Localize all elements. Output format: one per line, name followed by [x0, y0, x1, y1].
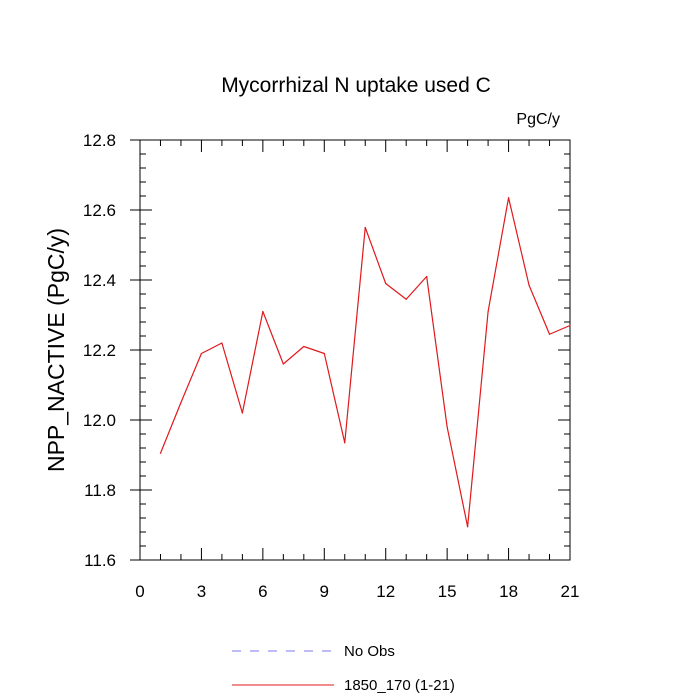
legend: No Obs 1850_170 (1-21): [232, 643, 455, 694]
data-point: [507, 197, 510, 199]
data-point: [528, 284, 530, 286]
y-tick-label: 11.6: [84, 551, 116, 570]
units-label: PgC/y: [516, 111, 560, 128]
y-tick-label: 12.4: [83, 271, 116, 290]
x-tick-label: 12: [376, 582, 395, 601]
y-tick-label: 12.2: [83, 341, 116, 360]
data-point: [323, 352, 325, 355]
data-point: [446, 426, 448, 428]
legend-label-no-obs: No Obs: [344, 643, 395, 660]
plot-frame: [139, 139, 571, 561]
x-tick-label: 6: [258, 582, 267, 601]
y-tick-label: 11.8: [84, 481, 116, 500]
data-point: [262, 310, 264, 313]
x-tick-label: 3: [197, 582, 206, 601]
data-point: [200, 352, 203, 355]
x-tick-label: 9: [320, 582, 329, 601]
data-point: [467, 526, 469, 528]
y-tick-label: 12.6: [83, 201, 116, 220]
data-point: [241, 412, 243, 414]
chart-title: Mycorrhizal N uptake used C: [221, 74, 491, 97]
data-point: [405, 298, 407, 300]
data-point: [282, 363, 284, 365]
data-point: [569, 324, 571, 327]
data-point: [487, 310, 489, 313]
y-tick-label: 12.0: [83, 411, 116, 430]
data-point: [180, 401, 182, 404]
data-point: [385, 282, 387, 285]
data-point: [426, 275, 428, 278]
data-point: [344, 442, 346, 444]
series-line-1850-170: [159, 197, 571, 528]
x-tick-label: 0: [135, 582, 144, 601]
legend-label-1850-170: 1850_170 (1-21): [344, 677, 455, 694]
x-tick-label: 15: [438, 582, 457, 601]
x-tick-label: 21: [561, 582, 580, 601]
data-point: [364, 226, 366, 229]
x-tick-label: 18: [499, 582, 518, 601]
y-tick-label: 12.8: [83, 131, 116, 150]
plot-area: 0 3 6 9 12 15 18 21 11.6 11.8 12.0 12.2 12.4 12.6 12.8: [83, 131, 580, 601]
data-point: [548, 333, 551, 335]
data-point: [303, 345, 305, 348]
y-axis-label: NPP_NACTIVE (PgC/y): [43, 228, 69, 472]
data-point: [221, 342, 223, 344]
data-point: [159, 452, 162, 454]
